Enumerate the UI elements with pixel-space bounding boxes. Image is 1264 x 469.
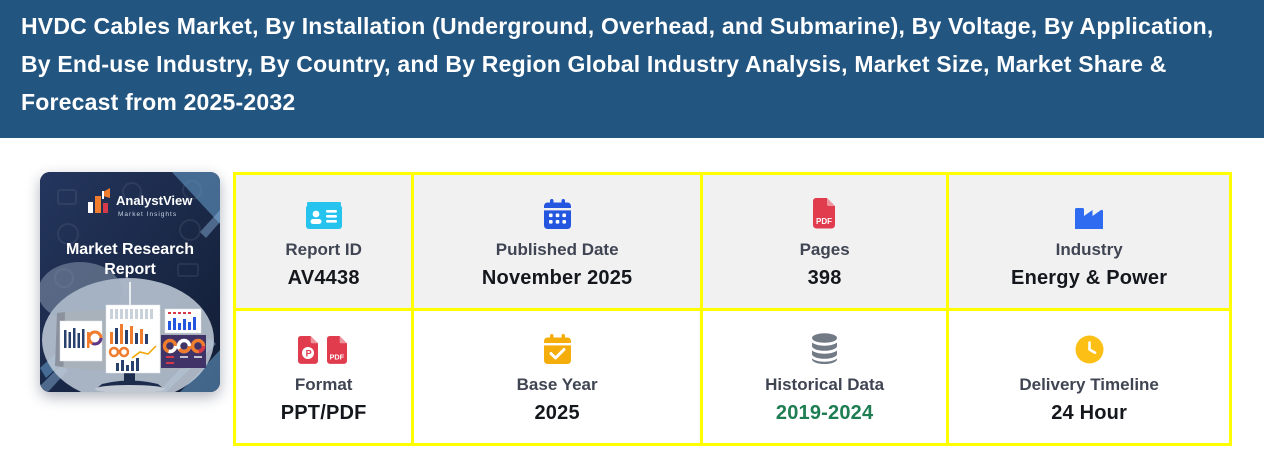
donut-panel — [161, 335, 206, 368]
svg-text:AnalystView: AnalystView — [116, 193, 193, 208]
report-summary-section: AnalystView Market Insights Market Resea… — [0, 172, 1264, 446]
meta-cell-report-id: Report ID AV4438 — [236, 175, 412, 308]
meta-value: 2025 — [534, 402, 580, 425]
meta-cell-format: P PDF Format PPT/PDF — [236, 310, 412, 443]
meta-cell-industry: Industry Energy & Power — [949, 175, 1229, 308]
chart-paper-left — [59, 320, 103, 362]
analystview-logo-icon — [88, 188, 110, 213]
report-meta-grid: Report ID AV4438 — [233, 172, 1232, 446]
meta-cell-pages: PDF Pages 398 — [702, 175, 947, 308]
meta-value: 24 Hour — [1051, 402, 1128, 425]
meta-cell-delivery-timeline: Delivery Timeline 24 Hour — [949, 310, 1229, 443]
svg-text:PDF: PDF — [330, 353, 345, 362]
meta-label: Pages — [799, 239, 850, 259]
meta-cell-published-date: Published Date November 2025 — [414, 175, 700, 308]
calendar-check-icon — [543, 330, 571, 365]
calendar-icon — [543, 195, 571, 229]
meta-label: Report ID — [285, 239, 362, 259]
svg-text:P: P — [306, 349, 312, 359]
svg-text:Market Insights: Market Insights — [118, 211, 177, 218]
ppt-pdf-file-icons: P PDF — [298, 330, 349, 365]
database-icon — [811, 330, 838, 365]
pdf-file-icon: PDF — [812, 195, 837, 229]
meta-value: 2019-2024 — [775, 402, 874, 425]
page-title: HVDC Cables Market, By Installation (Und… — [21, 13, 1214, 115]
thumbnail-caption-line2: Report — [104, 261, 156, 278]
meta-label: Industry — [1055, 239, 1123, 259]
meta-value: PPT/PDF — [280, 402, 367, 425]
meta-value: AV4438 — [287, 266, 360, 289]
meta-label: Delivery Timeline — [1019, 375, 1159, 395]
report-thumbnail: AnalystView Market Insights Market Resea… — [40, 172, 220, 392]
meta-cell-historical-data: Historical Data 2019-2024 — [702, 310, 947, 443]
chart-paper-topright — [164, 308, 202, 334]
report-title-banner: HVDC Cables Market, By Installation (Und… — [0, 0, 1264, 138]
thumbnail-caption-line1: Market Research — [66, 241, 194, 258]
meta-value: Energy & Power — [1011, 266, 1168, 289]
meta-label: Published Date — [495, 239, 619, 259]
meta-label: Base Year — [516, 375, 598, 395]
factory-icon — [1074, 195, 1104, 229]
meta-cell-base-year: Base Year 2025 — [414, 310, 700, 443]
meta-value: 398 — [807, 266, 842, 289]
id-card-icon — [305, 195, 342, 229]
meta-label: Historical Data — [765, 375, 885, 395]
clock-icon — [1075, 330, 1104, 364]
svg-text:PDF: PDF — [816, 217, 832, 226]
meta-label: Format — [294, 375, 353, 395]
report-cover-illustration: AnalystView Market Insights Market Resea… — [40, 172, 220, 392]
meta-value: November 2025 — [481, 266, 633, 289]
chart-paper-center — [105, 304, 161, 374]
